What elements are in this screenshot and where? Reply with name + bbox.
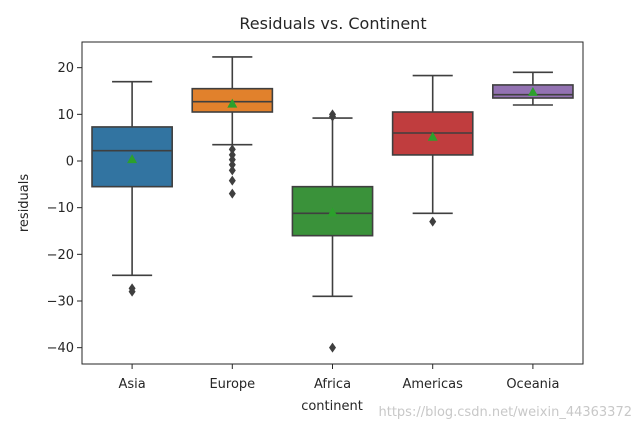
mean-marker [327, 207, 338, 217]
outlier-point [128, 286, 136, 297]
y-tick-label: −30 [47, 295, 74, 310]
plot-area [91, 56, 574, 353]
box-asia [91, 80, 173, 297]
mean-marker [127, 154, 138, 164]
box-oceania [492, 71, 574, 106]
outlier-point [429, 216, 437, 227]
x-axis: Asia Europe Africa Americas Oceania [118, 364, 559, 392]
watermark-text: https://blog.csdn.net/weixin_44363372 [378, 405, 632, 420]
box-europe [191, 56, 274, 199]
outlier-point [329, 342, 336, 353]
y-tick-label: −10 [47, 201, 74, 216]
y-tick-label: 0 [66, 155, 74, 170]
mean-marker [427, 131, 438, 141]
x-tick-label: Europe [209, 377, 255, 392]
outlier-point [228, 154, 236, 165]
outlier-point [228, 188, 236, 199]
box-africa [291, 109, 374, 353]
outlier-point [228, 159, 236, 170]
outlier-point [228, 175, 236, 186]
y-axis: 20 10 0 −10 −20 −30 −40 [47, 61, 82, 356]
x-tick-label: Africa [314, 377, 351, 392]
outlier-point [228, 144, 236, 155]
box-americas [391, 74, 474, 227]
x-tick-label: Asia [118, 377, 145, 392]
mean-marker [527, 86, 538, 96]
x-tick-label: Oceania [506, 377, 559, 392]
mean-marker [227, 98, 238, 108]
x-axis-label: continent [301, 399, 363, 414]
outlier-point [329, 111, 336, 122]
y-tick-label: 20 [57, 61, 74, 76]
x-tick-label: Americas [402, 377, 463, 392]
y-tick-label: 10 [57, 108, 74, 123]
y-tick-label: −20 [47, 248, 74, 263]
y-tick-label: −40 [47, 341, 74, 356]
y-axis-label: residuals [17, 174, 32, 233]
chart-title: Residuals vs. Continent [239, 14, 426, 33]
outlier-point [228, 165, 236, 176]
